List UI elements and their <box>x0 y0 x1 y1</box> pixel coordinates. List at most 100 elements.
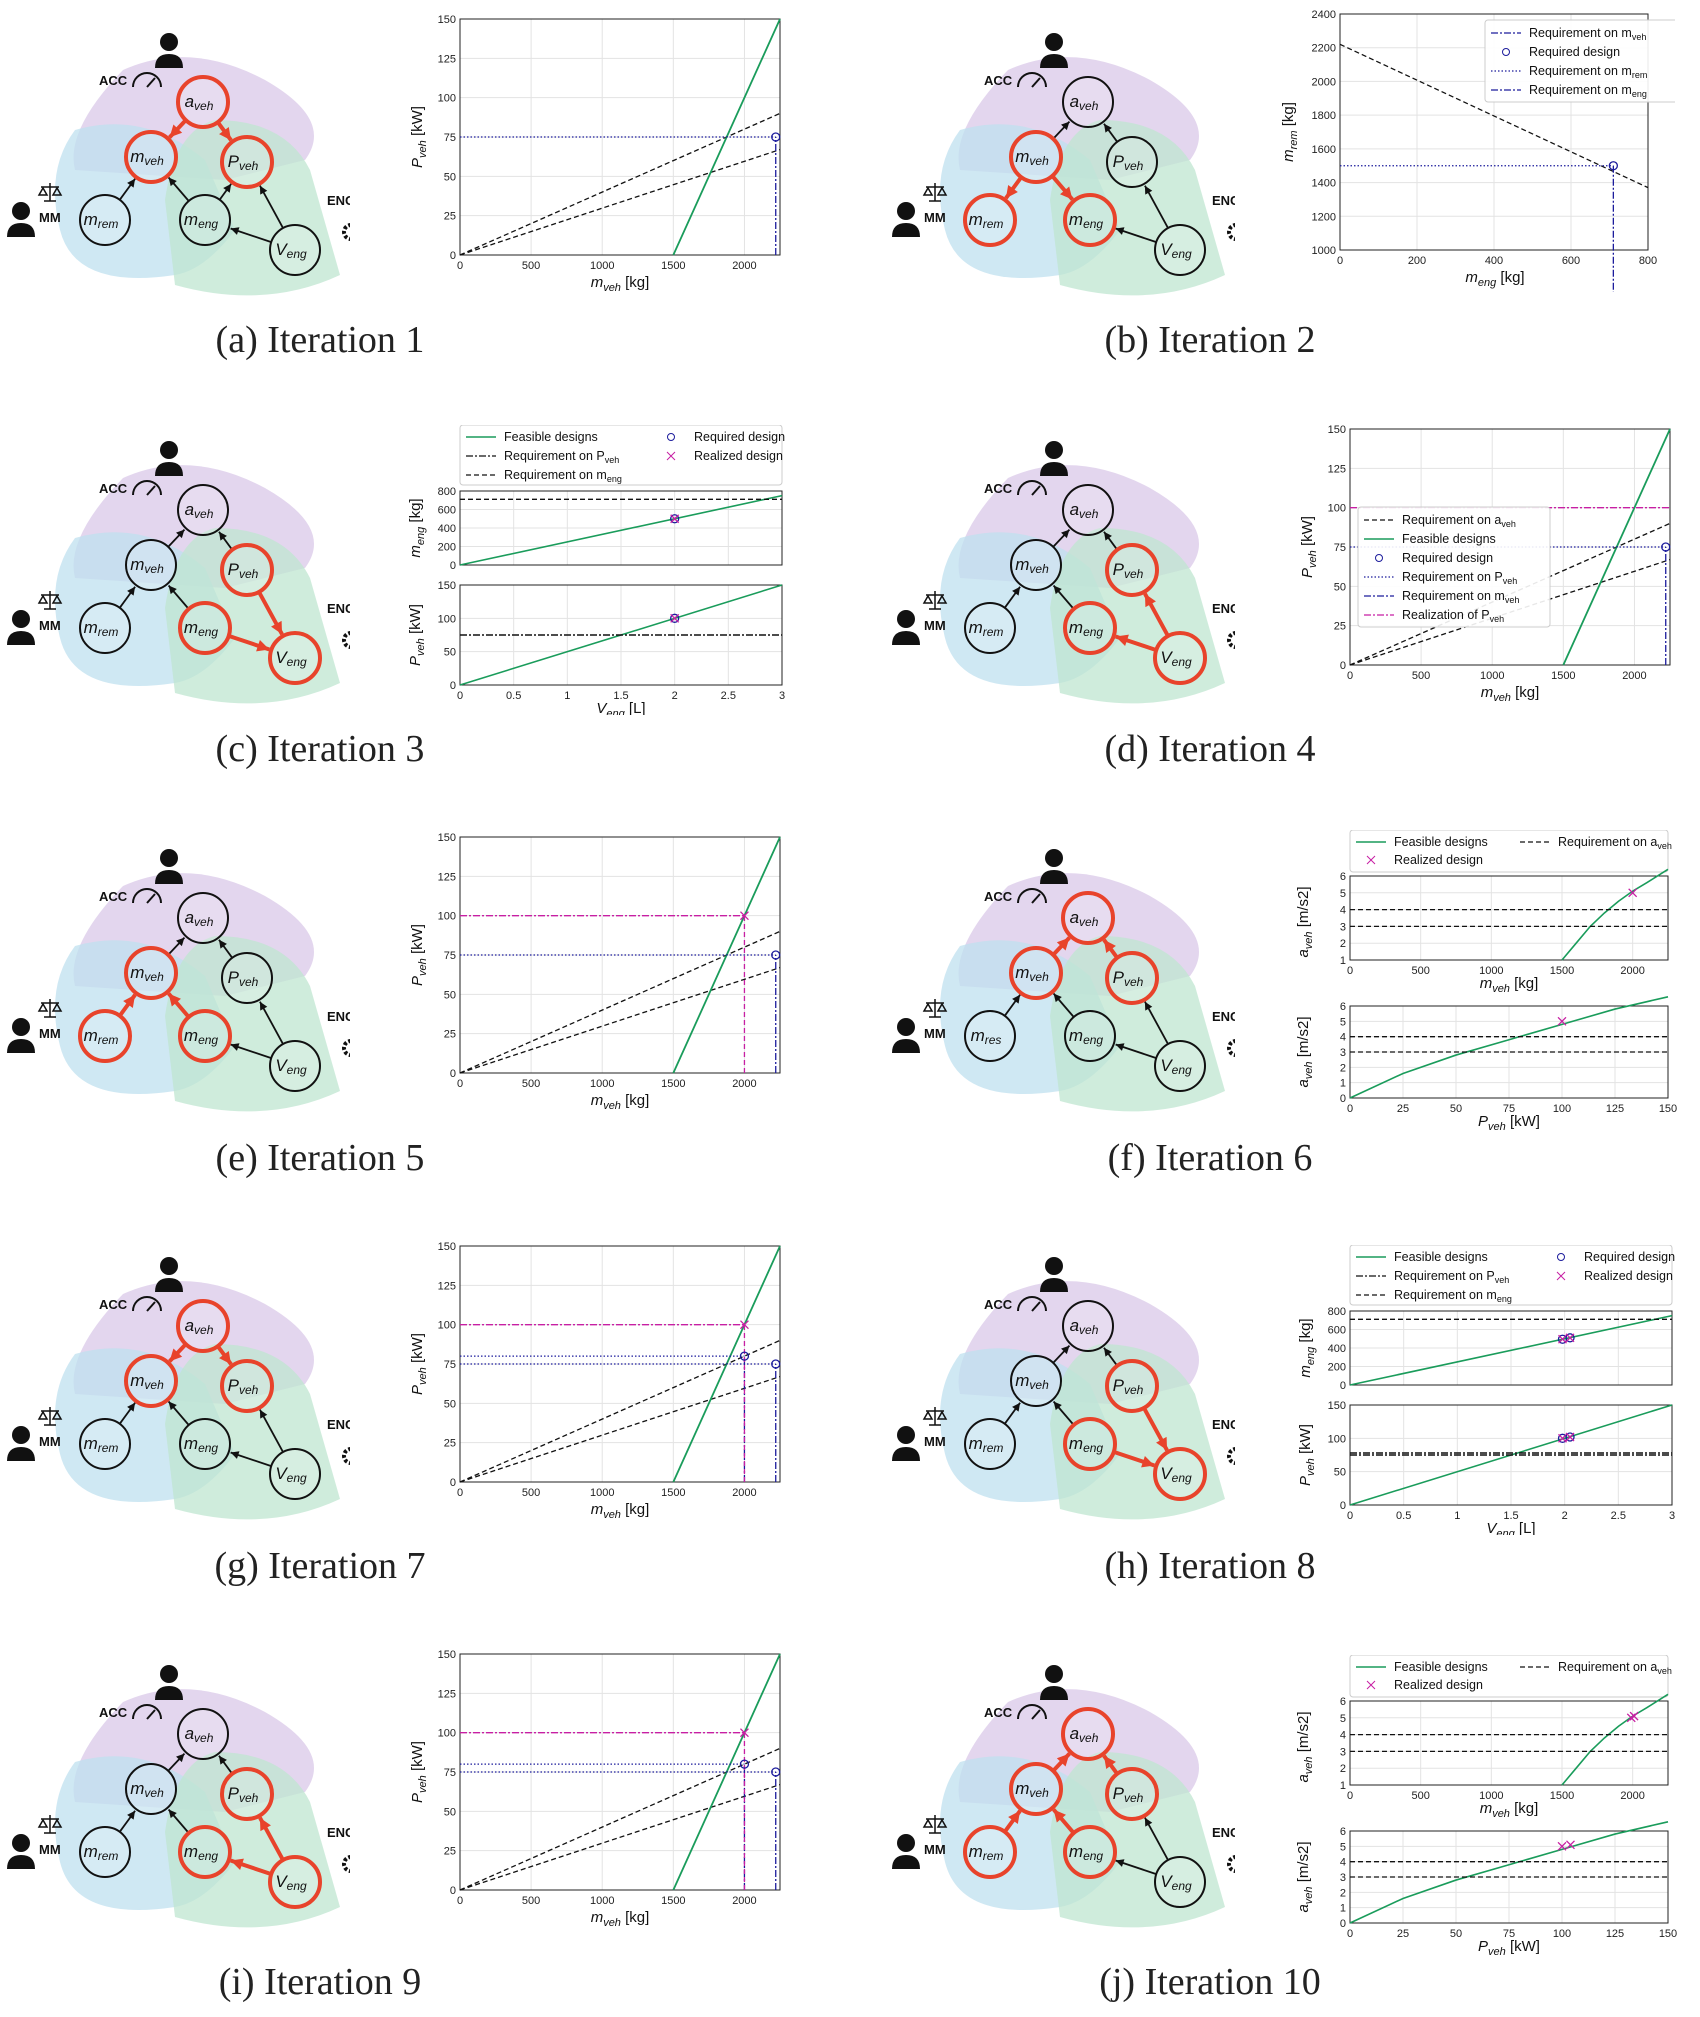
eng-label: ENG <box>1212 1825 1235 1840</box>
realized-design-point <box>739 1320 749 1330</box>
arrow-head <box>1144 185 1153 195</box>
y-tick-label: 0 <box>1340 1093 1346 1105</box>
x-axis-label: Veng [L] <box>596 700 645 715</box>
y-axis-label: Pveh [kW] <box>409 1741 429 1803</box>
axis-subscript: veh <box>1303 1886 1315 1904</box>
node-circle <box>177 484 229 536</box>
axis-unit: [m/s2] <box>1295 1841 1312 1886</box>
node-subscript: rem <box>983 1441 1004 1455</box>
axis-unit: [m/s2] <box>1295 886 1312 931</box>
y-tick-label: 150 <box>438 832 456 844</box>
node-circle <box>1063 1417 1117 1471</box>
axis-unit: [kW] <box>1297 1424 1314 1458</box>
x-tick-label: 0.5 <box>1396 1510 1411 1522</box>
x-tick-label: 1 <box>564 690 570 702</box>
node-subscript: veh <box>1079 1323 1099 1337</box>
person-body <box>155 1278 183 1292</box>
y-tick-label: 1000 <box>1312 245 1336 257</box>
legend-text: Requirement on m <box>1402 589 1505 603</box>
node-circle <box>220 1767 274 1821</box>
y-tick-label: 400 <box>438 523 456 535</box>
mm-person-icon <box>7 202 35 237</box>
y-axis-label: Pveh [kW] <box>1297 1424 1317 1486</box>
legend-box <box>1357 506 1551 628</box>
node-circle <box>269 1448 321 1500</box>
requirement-a-line <box>459 1783 781 1891</box>
person-body <box>155 54 183 68</box>
speedometer-icon <box>1017 888 1047 904</box>
node-P: Pveh <box>1105 1767 1159 1821</box>
y-tick-label: 800 <box>438 486 456 498</box>
node-subscript: veh <box>239 1791 259 1805</box>
node-a: aveh <box>1061 1707 1115 1761</box>
acc-label: ACC <box>984 1705 1013 1720</box>
acc-person-icon <box>1040 1665 1068 1700</box>
axis-unit: [kg] <box>1510 1800 1538 1817</box>
chart-h: Feasible designs Required design Requireme… <box>1297 1245 1675 1535</box>
eng-label: ENG <box>1212 1417 1235 1432</box>
y-tick-label: 0 <box>450 1068 456 1080</box>
acc-person-icon <box>155 849 183 884</box>
legend-marker <box>1557 1253 1565 1261</box>
plot-frame <box>1349 875 1669 961</box>
x-tick-label: 500 <box>522 260 540 272</box>
node-circle <box>79 194 131 246</box>
y-tick-label: 200 <box>438 542 456 554</box>
node-circle <box>1009 1762 1063 1816</box>
person-head <box>897 610 915 628</box>
x-axis-label: mveh [kg] <box>591 1501 650 1521</box>
x-axis-label: mveh [kg] <box>1480 1800 1539 1820</box>
speedometer-needle <box>146 485 156 496</box>
axis-unit: [kg] <box>1496 269 1524 286</box>
gear-large <box>342 1039 350 1057</box>
gears-icon <box>342 631 350 649</box>
arrow-head <box>127 1810 136 1820</box>
x-tick-label: 1500 <box>1550 1790 1574 1802</box>
x-tick-label: 200 <box>1408 255 1426 267</box>
y-tick-label: 1 <box>1340 955 1346 967</box>
speedometer-needle <box>1031 485 1041 496</box>
y-tick-label: 6 <box>1340 1826 1346 1838</box>
legend-text: Requirement on m <box>1529 26 1632 40</box>
person-body <box>7 1039 35 1053</box>
node-V: Veng <box>268 631 322 685</box>
node-me: meng <box>1063 1417 1117 1471</box>
arrow-head <box>176 1753 185 1763</box>
node-V: Veng <box>269 1040 321 1092</box>
y-tick-label: 125 <box>1328 463 1346 475</box>
x-axis-label: mveh [kg] <box>591 1909 650 1929</box>
x-tick-label: 400 <box>1485 255 1503 267</box>
axis-symbol: a <box>1295 1774 1312 1782</box>
node-circle <box>1061 891 1115 945</box>
eng-label: ENG <box>327 1417 350 1432</box>
person-head <box>897 1834 915 1852</box>
arrow-head <box>1005 184 1018 199</box>
person-head <box>160 441 178 459</box>
mm-label: MM <box>924 210 946 225</box>
realized-design-point <box>1557 1841 1567 1851</box>
y-tick-label: 0 <box>1340 1918 1346 1930</box>
arrow-head <box>1060 186 1073 200</box>
y-tick-label: 50 <box>444 171 456 183</box>
node-subscript: eng <box>1172 1879 1192 1893</box>
eng-region <box>165 1752 340 1928</box>
node-circle <box>1063 193 1117 247</box>
x-tick-label: 2000 <box>732 1487 756 1499</box>
mm-person-icon <box>892 1426 920 1461</box>
axis-symbol: P <box>1478 1938 1488 1955</box>
mm-person-icon <box>892 1834 920 1869</box>
node-circle <box>1063 601 1117 655</box>
y-tick-label: 100 <box>1328 503 1346 515</box>
requirement-a-line <box>459 112 781 256</box>
legend-label: Required design <box>1402 551 1493 565</box>
node-P: Pveh <box>1105 1359 1159 1413</box>
x-tick-label: 1500 <box>1550 965 1574 977</box>
y-tick-label: 125 <box>438 53 456 65</box>
axis-subscript: veh <box>1303 931 1315 949</box>
legend-subscript: rem <box>1632 70 1648 80</box>
realized-design-point <box>1557 1016 1567 1026</box>
x-tick-label: 0 <box>1347 965 1353 977</box>
person-body <box>892 1855 920 1869</box>
gears-icon <box>1227 1855 1235 1873</box>
